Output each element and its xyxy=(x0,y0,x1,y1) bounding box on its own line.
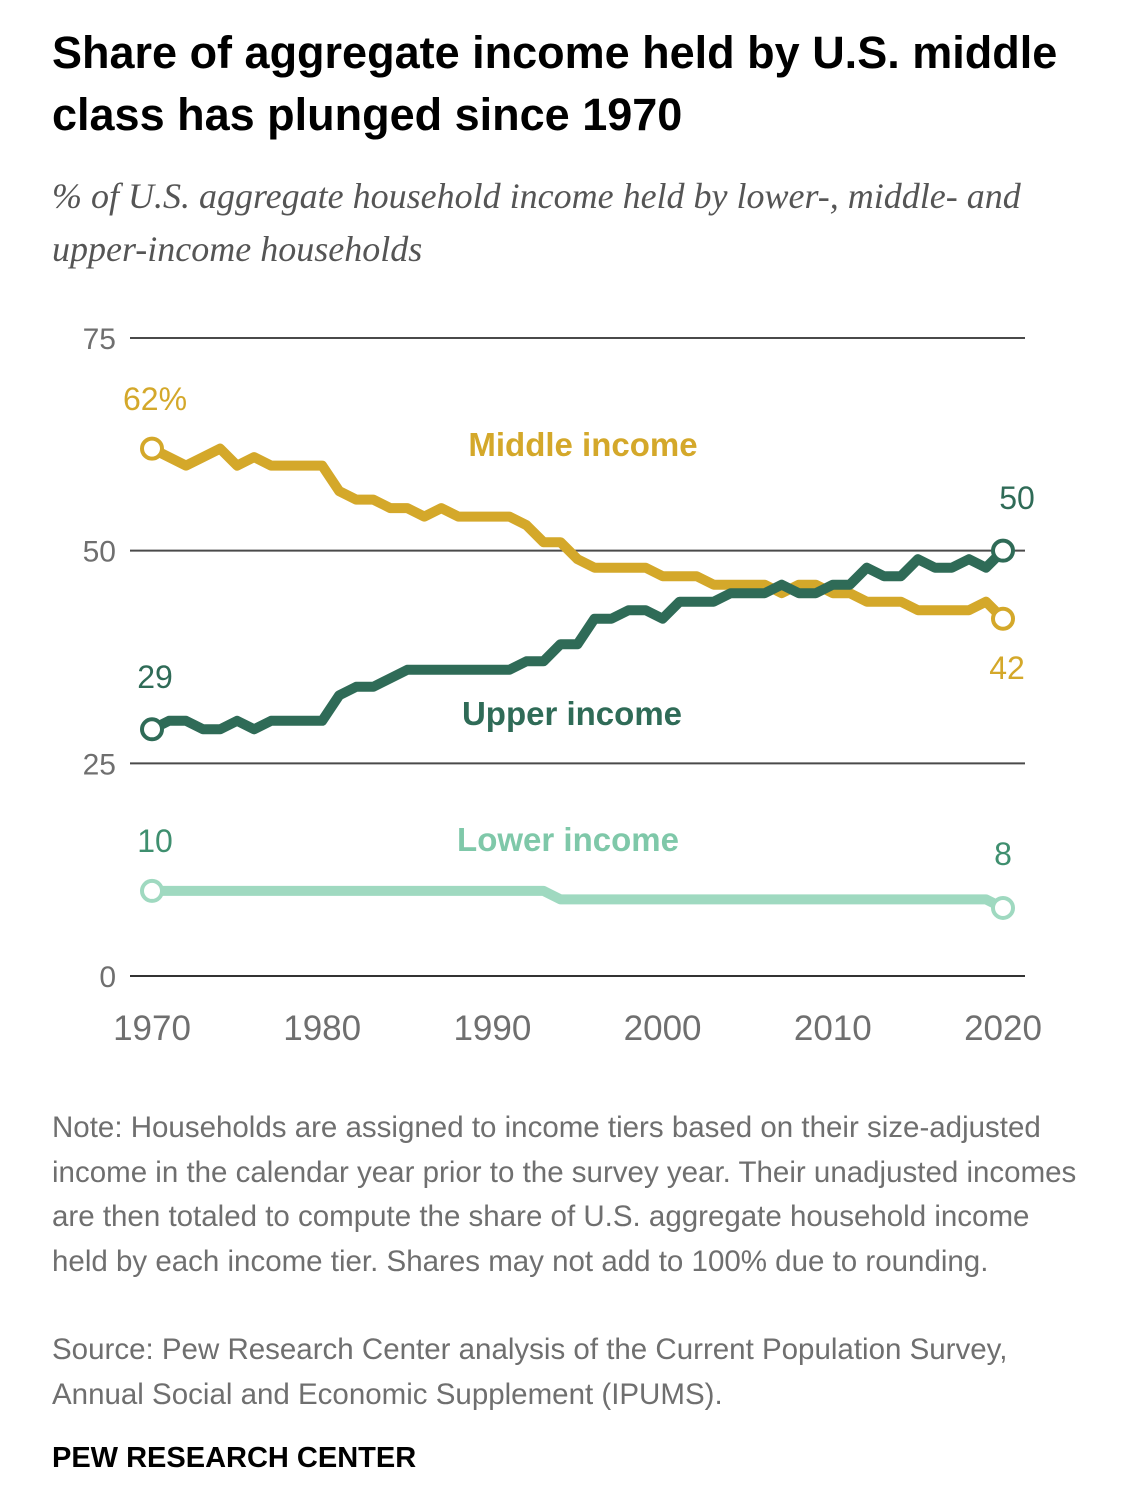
y-tick-label: 50 xyxy=(83,536,116,569)
end-value-label: 42 xyxy=(989,650,1025,686)
grid-layer xyxy=(130,337,1025,977)
brand-footer: PEW RESEARCH CENTER xyxy=(52,1442,417,1474)
point-marker xyxy=(991,606,1015,631)
x-tick-label: 1980 xyxy=(283,1009,361,1048)
start-value-label: 10 xyxy=(137,823,173,859)
chart-source: Source: Pew Research Center analysis of … xyxy=(52,1333,1008,1411)
x-tick-label: 2000 xyxy=(624,1009,702,1048)
x-tick-label: 2020 xyxy=(964,1009,1042,1048)
series-name-label: Lower income xyxy=(457,821,679,858)
series-name-label: Upper income xyxy=(462,695,682,732)
y-tick-label: 0 xyxy=(99,961,116,994)
start-value-label: 62% xyxy=(123,381,187,417)
x-tick-label: 1990 xyxy=(453,1009,531,1048)
start-value-label: 29 xyxy=(137,659,173,695)
end-value-label: 50 xyxy=(999,480,1035,516)
series-name-label: Middle income xyxy=(468,426,697,463)
series-layer xyxy=(140,436,1015,920)
y-tick-label: 25 xyxy=(83,748,116,781)
point-marker xyxy=(140,717,164,742)
chart-title: Share of aggregate income held by U.S. m… xyxy=(52,27,1058,140)
y-tick-label: 75 xyxy=(83,323,116,356)
point-marker xyxy=(991,538,1015,563)
series-line-upper-income xyxy=(147,545,1008,735)
label-layer: Middle income 62% 42 Upper income 29 50 Lower … xyxy=(123,381,1035,872)
series-line-lower-income xyxy=(147,885,1008,913)
chart-note: Note: Households are assigned to income … xyxy=(52,1111,1077,1278)
point-marker xyxy=(991,895,1015,920)
chart-subtitle: % of U.S. aggregate household income hel… xyxy=(52,176,1021,269)
point-marker xyxy=(140,878,164,903)
end-value-label: 8 xyxy=(994,836,1012,872)
point-marker xyxy=(140,436,164,461)
axis-layer: 0 25 50 75 1970 1980 1990 2000 2010 2020 xyxy=(83,323,1042,1048)
line-chart: 0 25 50 75 1970 1980 1990 2000 2010 2020 Middle i… xyxy=(83,323,1042,1048)
x-tick-label: 2010 xyxy=(794,1009,872,1048)
x-tick-label: 1970 xyxy=(113,1009,191,1048)
series-line-middle-income xyxy=(147,443,1008,624)
